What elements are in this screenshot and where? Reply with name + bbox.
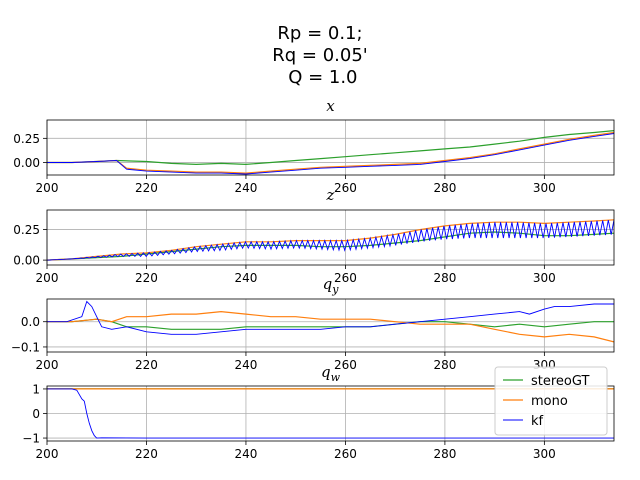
suptitle-line-3: Q = 1.0: [282, 67, 357, 88]
series-line-kf: [47, 300, 614, 335]
axes-title: qy: [323, 275, 340, 296]
series-line-stereoGT: [47, 130, 614, 166]
x-tick-label: 200: [36, 181, 59, 195]
axes-panel-1: 200 220 240 260 280 300 0.00 0.25 x: [13, 97, 615, 195]
x-tick-label: 240: [234, 181, 257, 195]
y-tick-label: 0.0: [21, 315, 40, 329]
series-group: [47, 300, 614, 343]
x-tick-label: 260: [334, 271, 357, 285]
suptitle-line-2: Rq = 0.05': [272, 45, 367, 66]
axes-title: qw: [321, 363, 341, 384]
series-line-kf: [47, 133, 614, 175]
legend-frame: [494, 366, 608, 436]
x-tick-label: 280: [433, 358, 456, 372]
axes-panel-3: 200 220 240 260 280 300−0.10.0qy: [11, 275, 615, 372]
x-tick-label: 240: [234, 271, 257, 285]
x-tick-label: 200: [36, 271, 59, 285]
x-tick-label: 260: [334, 181, 357, 195]
x-tick-label: 260: [334, 358, 357, 372]
series-line-mono: [47, 131, 614, 174]
y-tick-label: −0.1: [11, 340, 40, 354]
x-tick-label: 200: [36, 447, 59, 461]
x-tick-label: 280: [433, 271, 456, 285]
y-tick-label: 1: [32, 382, 40, 396]
axes-frame: [46, 119, 615, 176]
x-tick-label: 220: [135, 271, 158, 285]
axes-panel-4: 200 220 240 260 280 300 −1 0 1 qw: [22, 363, 615, 461]
legend-label-kf: kf: [531, 414, 544, 429]
legend-label-mono: mono: [531, 394, 568, 409]
x-tick-label: 300: [533, 447, 556, 461]
x-tick-label: 220: [135, 447, 158, 461]
series-group: [47, 219, 614, 261]
x-tick-label: 220: [135, 181, 158, 195]
legend: stereoGT mono kf: [494, 366, 608, 436]
suptitle-line-1: Rp = 0.1;: [277, 23, 362, 44]
axes-panel-2: 200 220 240 260 280 300 0.00 0.25 z: [13, 186, 615, 285]
x-tick-label: 200: [36, 358, 59, 372]
x-tick-label: 240: [234, 447, 257, 461]
x-tick-label: 220: [135, 358, 158, 372]
series-line-kf: [47, 219, 614, 261]
axes-title: x: [326, 97, 335, 115]
legend-label-stereoGT: stereoGT: [531, 374, 589, 389]
x-tick-label: 260: [334, 447, 357, 461]
y-tick-label: 0.25: [13, 223, 40, 237]
axes-frame: [46, 209, 615, 266]
suptitle: Rp = 0.1; Rq = 0.05' Q = 1.0: [272, 23, 367, 88]
y-tick-label: 0.00: [13, 156, 40, 170]
y-tick-label: 0: [32, 407, 40, 421]
series-group: [47, 130, 614, 175]
y-tick-label: 0.25: [13, 132, 40, 146]
series-line-kf: [47, 388, 614, 439]
series-line-mono: [47, 310, 614, 343]
x-tick-label: 240: [234, 358, 257, 372]
axes-frame: [46, 298, 615, 353]
y-tick-label: 0.00: [13, 254, 40, 268]
x-tick-label: 280: [433, 447, 456, 461]
y-tick-label: −1: [22, 432, 40, 446]
axes-title: z: [326, 186, 335, 204]
x-tick-label: 300: [533, 181, 556, 195]
x-tick-label: 280: [433, 181, 456, 195]
x-tick-label: 300: [533, 271, 556, 285]
